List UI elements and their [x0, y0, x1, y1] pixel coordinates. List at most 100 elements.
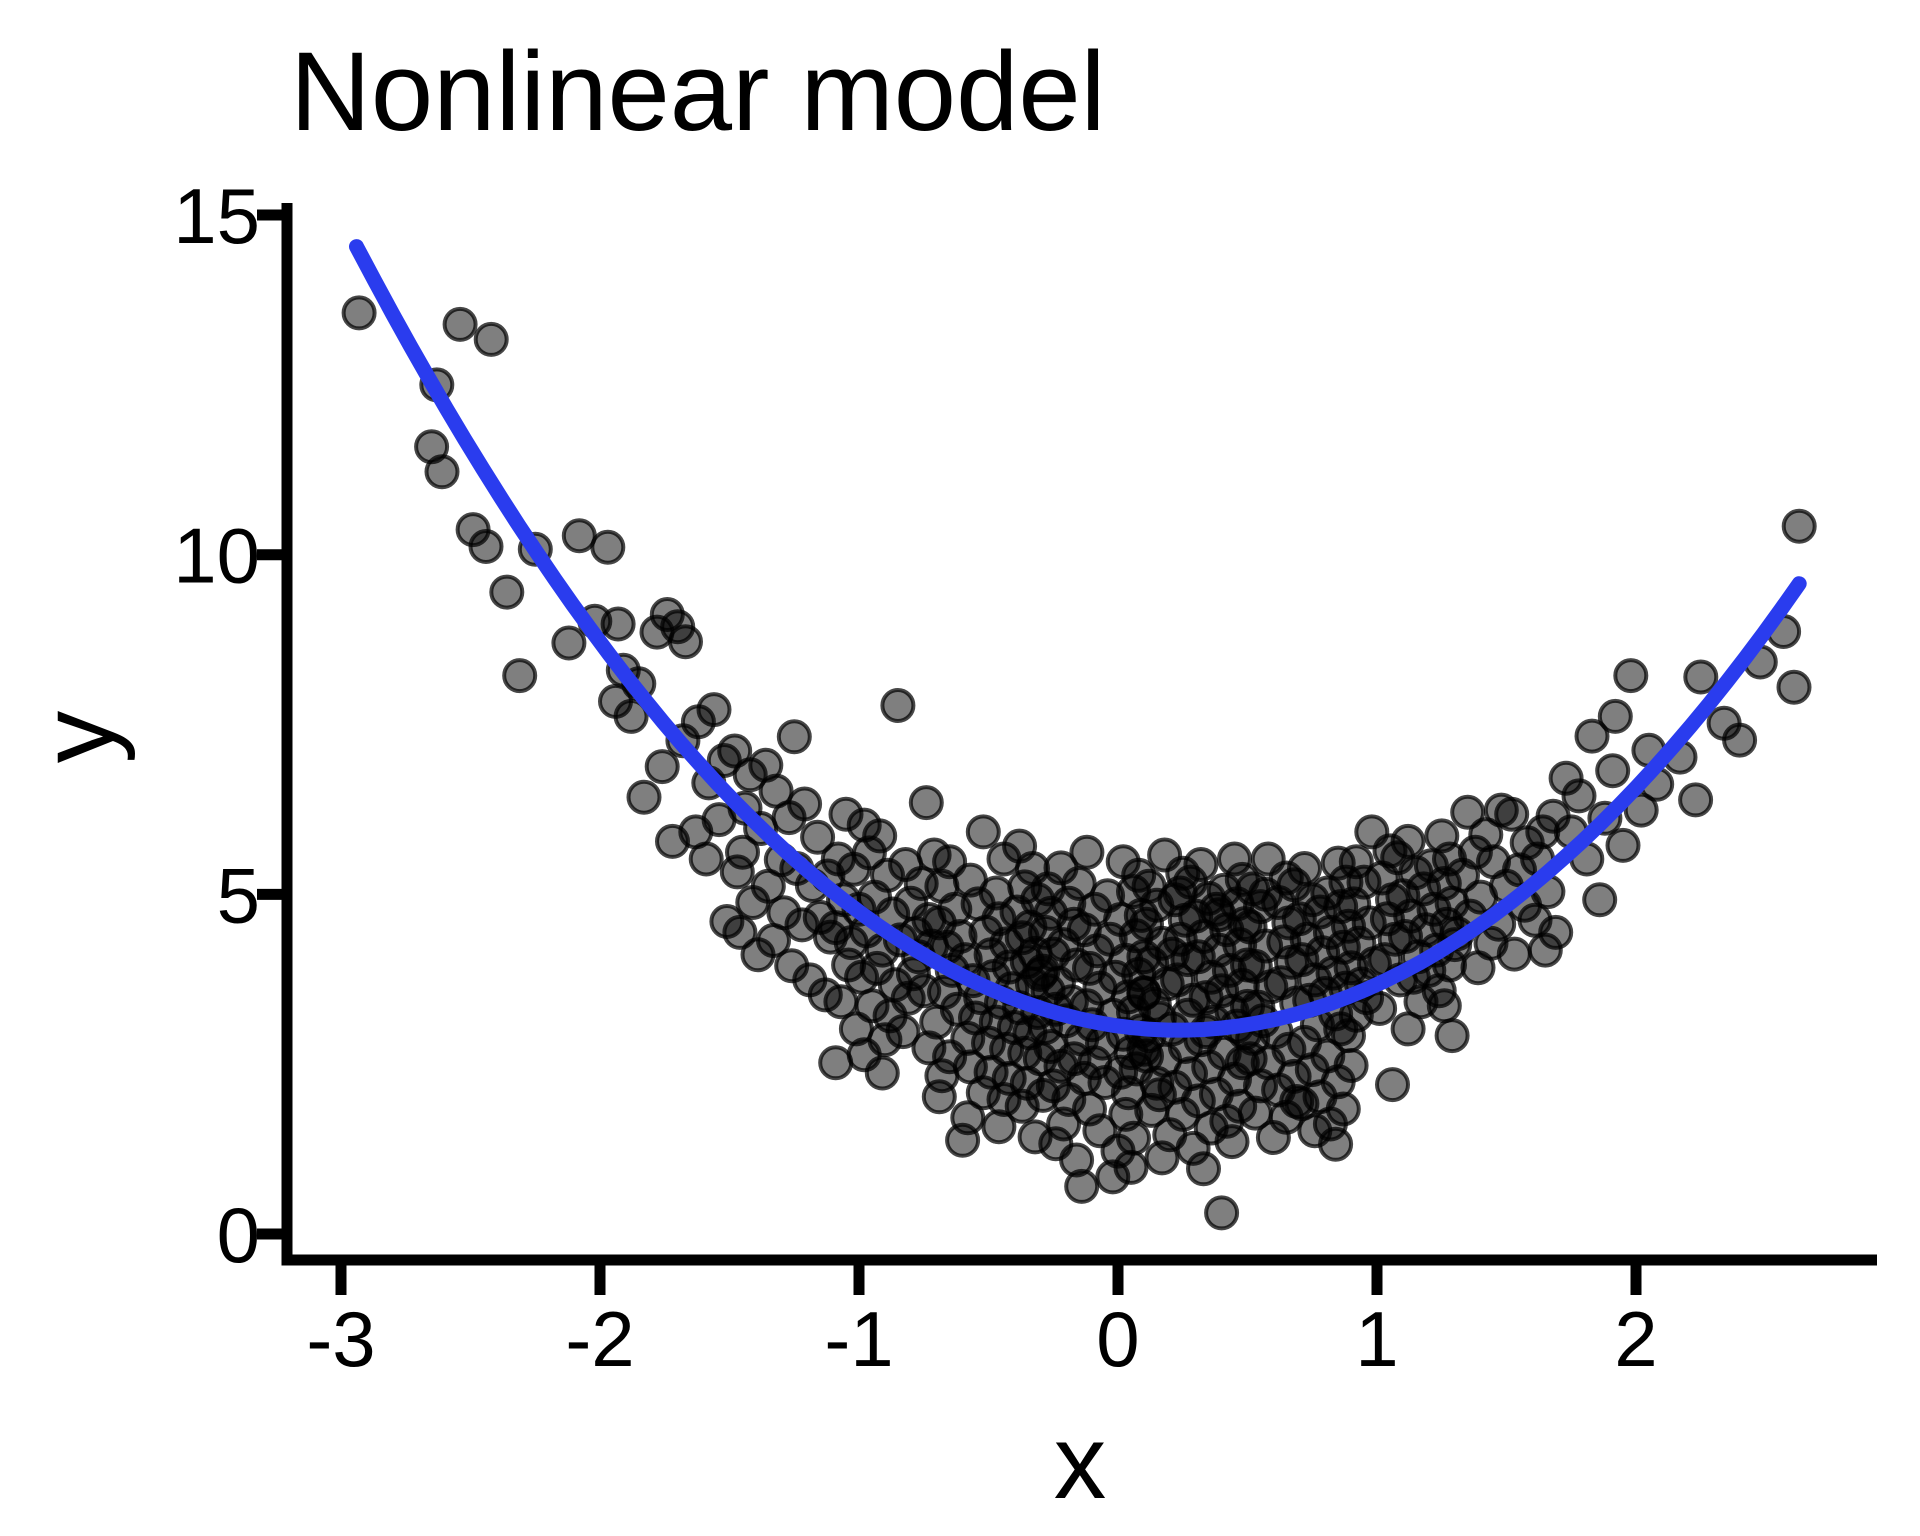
data-point: [1450, 794, 1486, 830]
data-point: [1318, 1126, 1354, 1162]
data-point: [719, 854, 755, 890]
axes-layer: [281, 203, 1877, 1266]
ticks-layer: -3 -2 -1 0 1 2 0 5 10 15: [173, 172, 1657, 1383]
data-point: [551, 625, 587, 661]
data-point: [1375, 1067, 1410, 1103]
x-axis-title: x: [1054, 1404, 1107, 1521]
data-point: [1426, 988, 1462, 1024]
data-point: [851, 835, 887, 871]
data-point: [1781, 508, 1817, 544]
data-point: [1574, 718, 1610, 754]
data-point: [1595, 753, 1631, 789]
data-point: [735, 885, 771, 920]
data-point: [864, 1055, 900, 1091]
data-point: [1460, 950, 1496, 986]
data-point: [1064, 1168, 1100, 1204]
data-point: [1597, 698, 1633, 734]
data-point: [1623, 792, 1659, 828]
data-point: [1237, 1095, 1273, 1131]
fit-line: [349, 239, 1807, 1038]
data-point: [1494, 796, 1530, 832]
data-point: [590, 529, 626, 565]
data-point: [1214, 1124, 1250, 1160]
y-tick-label: 10: [173, 512, 260, 600]
data-point: [1186, 1151, 1221, 1187]
data-point: [613, 698, 649, 734]
data-point: [776, 719, 812, 755]
data-point: [1201, 897, 1237, 933]
data-point: [696, 692, 732, 728]
data-point: [1678, 782, 1714, 818]
data-point: [1496, 936, 1532, 972]
data-point: [1141, 1077, 1177, 1113]
data-point: [1683, 659, 1719, 695]
data-point: [965, 814, 1001, 850]
x-tick-label: -2: [565, 1295, 634, 1383]
x-tick-label: 0: [1096, 1295, 1139, 1383]
data-point: [924, 1058, 960, 1094]
data-point: [890, 980, 926, 1016]
data-point: [1113, 1149, 1149, 1185]
data-point: [1582, 882, 1618, 918]
data-point: [668, 624, 703, 660]
data-point: [1069, 834, 1105, 870]
data-point: [722, 914, 758, 950]
data-point: [1144, 1140, 1180, 1176]
data-point: [908, 785, 944, 821]
data-point: [787, 786, 823, 822]
data-point: [1126, 975, 1162, 1011]
data-point: [800, 819, 836, 855]
data-point: [1279, 1084, 1315, 1119]
y-tick-label: 0: [217, 1191, 260, 1279]
data-point: [600, 606, 636, 642]
x-tick-label: 2: [1614, 1295, 1657, 1383]
y-axis-title: y: [19, 710, 136, 763]
data-point: [1248, 876, 1284, 912]
data-point: [981, 1109, 1017, 1145]
data-point: [1038, 1126, 1074, 1162]
data-point: [561, 518, 597, 554]
data-point: [442, 306, 478, 342]
data-points-layer: [341, 295, 1817, 1231]
data-point: [626, 779, 662, 815]
chart-title: Nonlinear model: [290, 29, 1106, 154]
data-point: [1390, 1011, 1426, 1047]
data-point: [1434, 1018, 1470, 1054]
data-point: [468, 529, 504, 564]
data-point: [1162, 875, 1198, 911]
data-point: [1333, 1048, 1369, 1083]
data-point: [489, 574, 525, 610]
x-tick-label: -3: [306, 1295, 375, 1383]
data-point: [639, 614, 675, 650]
data-point: [1204, 1195, 1240, 1231]
data-point: [986, 841, 1022, 877]
data-point: [1527, 932, 1563, 968]
data-point: [880, 688, 916, 723]
data-point: [1561, 778, 1597, 814]
data-point: [1722, 722, 1758, 758]
data-point: [717, 733, 753, 769]
data-point: [945, 1122, 981, 1158]
x-tick-label: 1: [1355, 1295, 1398, 1383]
data-point: [740, 937, 776, 973]
data-point: [473, 321, 509, 357]
data-point: [655, 823, 690, 859]
data-point: [644, 749, 680, 785]
data-point: [1613, 658, 1649, 694]
data-point: [818, 1045, 854, 1081]
data-point: [424, 454, 460, 490]
data-point: [688, 841, 724, 877]
x-tick-label: -1: [824, 1295, 893, 1383]
data-point: [1154, 936, 1190, 972]
data-point: [1776, 669, 1812, 705]
data-point: [1025, 1077, 1061, 1113]
data-point: [1605, 827, 1641, 863]
data-point: [885, 1014, 921, 1050]
data-point: [502, 658, 538, 694]
data-point: [1255, 1120, 1291, 1155]
y-tick-label: 5: [217, 851, 260, 939]
y-tick-label: 15: [173, 172, 260, 260]
data-point: [341, 295, 377, 331]
